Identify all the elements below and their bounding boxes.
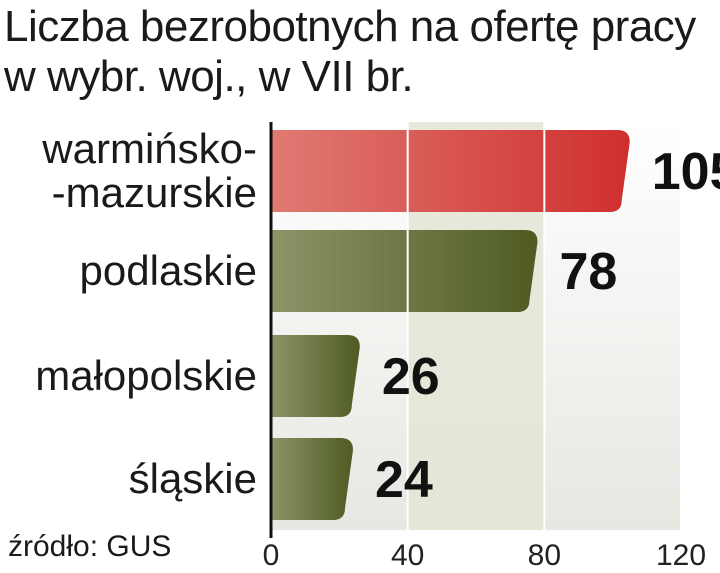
bar-2 bbox=[271, 335, 360, 417]
category-label-0: warmińsko--mazurskie bbox=[41, 125, 257, 216]
x-tick-label-0: 0 bbox=[263, 539, 280, 572]
source-note: źródło: GUS bbox=[8, 530, 172, 563]
bar-1 bbox=[271, 230, 538, 312]
value-label-2: 26 bbox=[382, 348, 440, 406]
category-label-3: śląskie bbox=[129, 455, 257, 502]
value-label-1: 78 bbox=[560, 243, 618, 301]
value-label-3: 24 bbox=[375, 451, 433, 509]
category-label-1: podlaskie bbox=[80, 247, 257, 294]
bar-0 bbox=[271, 130, 630, 212]
x-tick-label-3: 120 bbox=[656, 539, 706, 572]
category-label-2: małopolskie bbox=[35, 352, 257, 399]
value-label-0: 105 bbox=[652, 143, 720, 201]
chart-title: Liczba bezrobotnych na ofertę pracy w wy… bbox=[4, 2, 696, 101]
x-tick-label-2: 80 bbox=[528, 539, 561, 572]
x-tick-label-1: 40 bbox=[391, 539, 424, 572]
bar-3 bbox=[271, 438, 353, 520]
